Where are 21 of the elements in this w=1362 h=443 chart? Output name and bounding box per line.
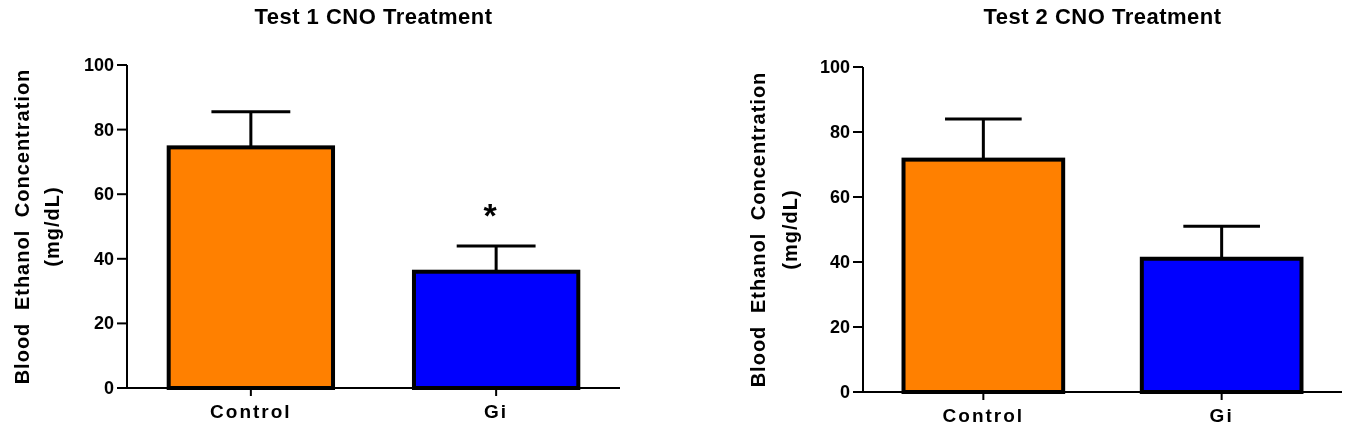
x-tick-label: Control	[942, 405, 1025, 426]
y-tick-label: 40	[829, 252, 850, 272]
chart-title: Test 1 CNO Treatment	[254, 4, 493, 29]
y-tick-label: 60	[93, 184, 114, 205]
annotation: *	[483, 196, 498, 235]
y-tick-label: 20	[829, 317, 850, 337]
x-tick-label: Gi	[484, 401, 509, 422]
y-axis-title: Blood Ethanol Concentration (mg/dL)	[747, 71, 801, 388]
y-tick-label: 20	[93, 313, 114, 334]
y-tick-label: 0	[839, 382, 850, 402]
x-tick-label: Gi	[1209, 405, 1234, 426]
y-tick-label: 100	[819, 57, 850, 77]
y-tick-label: 100	[83, 55, 114, 75]
chart-title: Test 2 CNO Treatment	[983, 4, 1222, 29]
y-axis-title: Blood Ethanol Concentration (mg/dL)	[11, 68, 63, 385]
y-tick-label: 80	[829, 122, 850, 142]
y-tick-label: 40	[93, 248, 114, 269]
y-tick-label: 80	[93, 119, 114, 140]
x-tick-label: Control	[210, 401, 292, 422]
y-tick-label: 0	[103, 378, 114, 398]
y-tick-label: 60	[829, 187, 850, 207]
